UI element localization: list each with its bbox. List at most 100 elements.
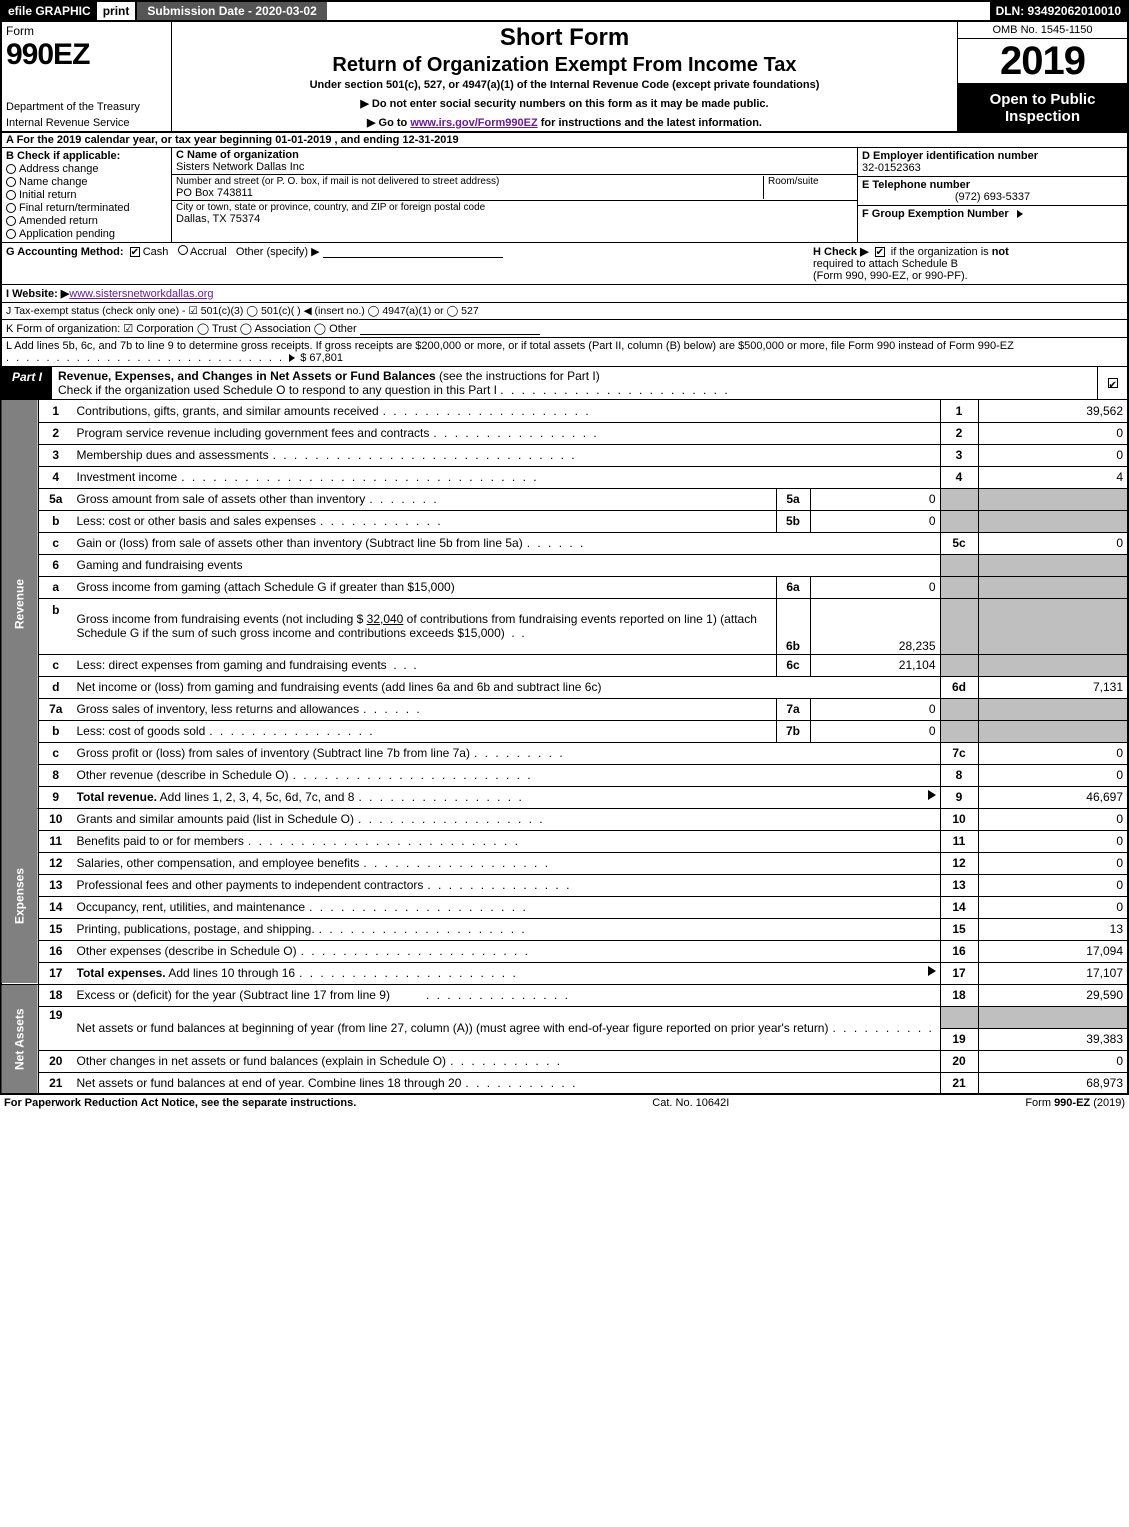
- part-i-header: Part I Revenue, Expenses, and Changes in…: [0, 367, 1129, 400]
- efile-label: efile GRAPHIC: [2, 2, 97, 20]
- row-g-h: G Accounting Method: Cash Accrual Other …: [0, 243, 1129, 285]
- line-9: 9 Total revenue. Add lines 1, 2, 3, 4, 5…: [1, 786, 1128, 808]
- circle-icon: [6, 203, 16, 213]
- arrow-icon: [289, 354, 295, 362]
- g-other-field[interactable]: [323, 245, 503, 258]
- chk-address-change[interactable]: Address change: [6, 163, 167, 175]
- g-label: G Accounting Method:: [6, 246, 124, 258]
- instr2-pre: ▶ Go to: [367, 117, 410, 129]
- chk-initial-return[interactable]: Initial return: [6, 189, 167, 201]
- line-3: 3 Membership dues and assessments. . . .…: [1, 444, 1128, 466]
- city-value: Dallas, TX 75374: [176, 213, 853, 225]
- circle-icon[interactable]: [178, 245, 188, 255]
- circle-icon: [6, 190, 16, 200]
- ln-1-no: 1: [39, 400, 73, 422]
- c-street-row: Number and street (or P. O. box, if mail…: [172, 175, 857, 201]
- c-city-row: City or town, state or province, country…: [172, 201, 857, 226]
- line-16: 16 Other expenses (describe in Schedule …: [1, 940, 1128, 962]
- h-not: not: [992, 246, 1009, 258]
- row-l: L Add lines 5b, 6c, and 7b to line 9 to …: [0, 338, 1129, 367]
- efile-text: efile GRAPHIC: [8, 4, 91, 18]
- circle-icon: [6, 216, 16, 226]
- line-6a: a Gross income from gaming (attach Sched…: [1, 576, 1128, 598]
- print-button[interactable]: print: [97, 2, 138, 20]
- instr-goto: ▶ Go to www.irs.gov/Form990EZ for instru…: [178, 116, 951, 129]
- checkbox-icon[interactable]: [875, 247, 885, 257]
- line-14: 14 Occupancy, rent, utilities, and maint…: [1, 896, 1128, 918]
- page-footer: For Paperwork Reduction Act Notice, see …: [0, 1095, 1129, 1111]
- chk-final-return[interactable]: Final return/terminated: [6, 202, 167, 214]
- 6b-amount: 32,040: [367, 612, 404, 626]
- title-return: Return of Organization Exempt From Incom…: [178, 54, 951, 77]
- line-21: 21 Net assets or fund balances at end of…: [1, 1072, 1128, 1094]
- opt-name: Name change: [19, 176, 88, 188]
- arrow-icon: [1017, 210, 1023, 218]
- part-i-title: Revenue, Expenses, and Changes in Net As…: [52, 367, 1097, 399]
- print-label: print: [103, 4, 130, 18]
- part-i-sub: (see the instructions for Part I): [439, 369, 600, 383]
- expenses-side-label: Expenses: [1, 808, 39, 984]
- ln-1-val: 39,562: [978, 400, 1128, 422]
- line-19a: 19 Net assets or fund balances at beginn…: [1, 1006, 1128, 1028]
- box-f: F Group Exemption Number: [858, 206, 1127, 222]
- part-i-main: Revenue, Expenses, and Changes in Net As…: [58, 369, 436, 383]
- row-k: K Form of organization: ☑ Corporation ◯ …: [0, 320, 1129, 338]
- circle-icon: [6, 177, 16, 187]
- netassets-side-label: Net Assets: [1, 984, 39, 1094]
- k-text: K Form of organization: ☑ Corporation ◯ …: [6, 323, 357, 335]
- i-label: I Website: ▶: [6, 288, 69, 300]
- chk-application-pending[interactable]: Application pending: [6, 228, 167, 240]
- arrow-icon: [928, 966, 936, 976]
- arrow-icon: [928, 790, 936, 800]
- line-7b: b Less: cost of goods sold. . . . . . . …: [1, 720, 1128, 742]
- line-6b: b Gross income from fundraising events (…: [1, 598, 1128, 654]
- irs-link[interactable]: www.irs.gov/Form990EZ: [410, 117, 537, 129]
- street-label: Number and street (or P. O. box, if mail…: [176, 176, 763, 187]
- checkbox-icon[interactable]: [1108, 378, 1118, 388]
- line-6d: d Net income or (loss) from gaming and f…: [1, 676, 1128, 698]
- topbar-left: efile GRAPHIC print Submission Date - 20…: [2, 2, 327, 20]
- opt-pending: Application pending: [19, 228, 115, 240]
- line-11: 11 Benefits paid to or for members. . . …: [1, 830, 1128, 852]
- line-4: 4 Investment income. . . . . . . . . . .…: [1, 466, 1128, 488]
- chk-name-change[interactable]: Name change: [6, 176, 167, 188]
- line-a: A For the 2019 calendar year, or tax yea…: [0, 133, 1129, 148]
- checkbox-icon[interactable]: [130, 247, 140, 257]
- submission-date: Submission Date - 2020-03-02: [137, 2, 326, 20]
- ln-1-desc: Contributions, gifts, grants, and simila…: [73, 400, 941, 422]
- line-20: 20 Other changes in net assets or fund b…: [1, 1050, 1128, 1072]
- street-value: PO Box 743811: [176, 187, 763, 199]
- form-number: 990EZ: [6, 38, 167, 72]
- ein-value: 32-0152363: [862, 162, 1123, 174]
- line-a-text: A For the 2019 calendar year, or tax yea…: [6, 134, 459, 146]
- chk-amended-return[interactable]: Amended return: [6, 215, 167, 227]
- row-j: J Tax-exempt status (check only one) - ☑…: [0, 303, 1129, 320]
- line-12: 12 Salaries, other compensation, and emp…: [1, 852, 1128, 874]
- line-5a: 5a Gross amount from sale of assets othe…: [1, 488, 1128, 510]
- g-cash: Cash: [143, 246, 169, 258]
- h-text4: (Form 990, 990-EZ, or 990-PF).: [813, 270, 968, 282]
- line-15: 15 Printing, publications, postage, and …: [1, 918, 1128, 940]
- part-i-table: Revenue 1 Contributions, gifts, grants, …: [0, 400, 1129, 1095]
- entity-block: B Check if applicable: Address change Na…: [0, 148, 1129, 243]
- subtitle: Under section 501(c), 527, or 4947(a)(1)…: [178, 79, 951, 91]
- tax-year: 2019: [958, 39, 1127, 84]
- c-label: C Name of organization: [176, 149, 853, 161]
- c-name-row: C Name of organization Sisters Network D…: [172, 148, 857, 175]
- instr2-post: for instructions and the latest informat…: [538, 117, 762, 129]
- d-label: D Employer identification number: [862, 150, 1123, 162]
- line-7a: 7a Gross sales of inventory, less return…: [1, 698, 1128, 720]
- e-label: E Telephone number: [862, 179, 1123, 191]
- box-b: B Check if applicable: Address change Na…: [2, 148, 172, 242]
- line-8: 8 Other revenue (describe in Schedule O)…: [1, 764, 1128, 786]
- k-other-field[interactable]: [360, 322, 540, 335]
- open-to-public: Open to Public Inspection: [958, 84, 1127, 131]
- part-i-tag: Part I: [2, 367, 52, 399]
- website-link[interactable]: www.sistersnetworkdallas.org: [69, 288, 213, 300]
- g-accrual: Accrual: [190, 246, 227, 258]
- line-6c: c Less: direct expenses from gaming and …: [1, 654, 1128, 676]
- dept-irs: Internal Revenue Service: [6, 117, 167, 129]
- line-1: Revenue 1 Contributions, gifts, grants, …: [1, 400, 1128, 422]
- omb-number: OMB No. 1545-1150: [958, 22, 1127, 39]
- header-right: OMB No. 1545-1150 2019 Open to Public In…: [957, 22, 1127, 131]
